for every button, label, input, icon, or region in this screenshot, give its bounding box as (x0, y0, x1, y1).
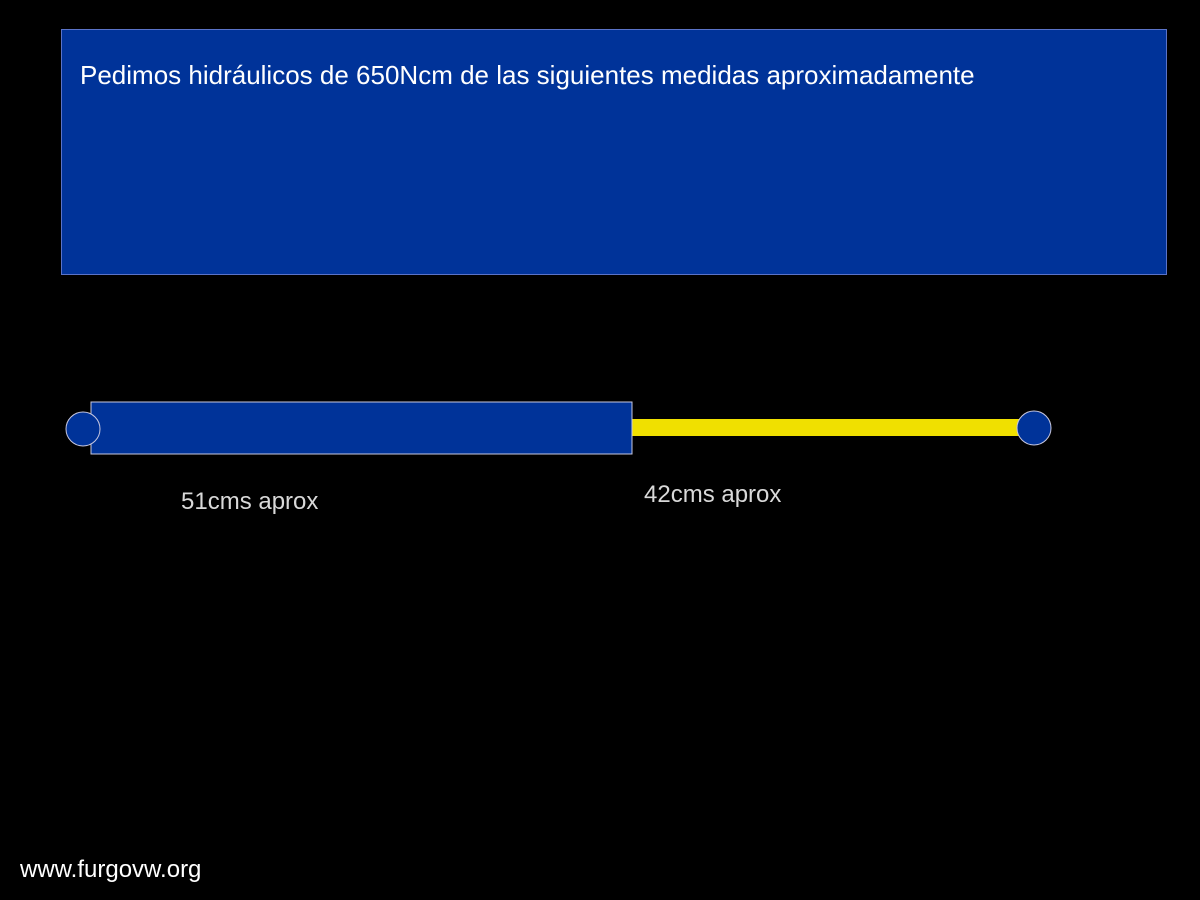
right-end-cap (1016, 410, 1052, 446)
watermark: www.furgovw.org (20, 856, 202, 883)
title-box: Pedimos hidráulicos de 650Ncm de las sig… (61, 29, 1167, 275)
piston-rod (632, 419, 1024, 436)
slide-title: Pedimos hidráulicos de 650Ncm de las sig… (80, 60, 975, 90)
cylinder-length-label: 51cms aprox (181, 488, 319, 515)
rod-length-label: 42cms aprox (644, 481, 782, 508)
piston-cylinder (90, 401, 633, 455)
left-end-cap (65, 411, 101, 447)
